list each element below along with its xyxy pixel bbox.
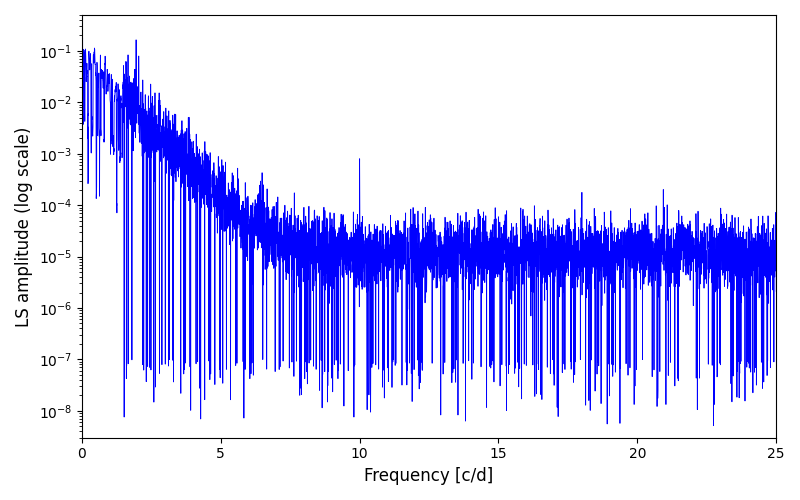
X-axis label: Frequency [c/d]: Frequency [c/d] — [364, 467, 494, 485]
Y-axis label: LS amplitude (log scale): LS amplitude (log scale) — [15, 126, 33, 326]
